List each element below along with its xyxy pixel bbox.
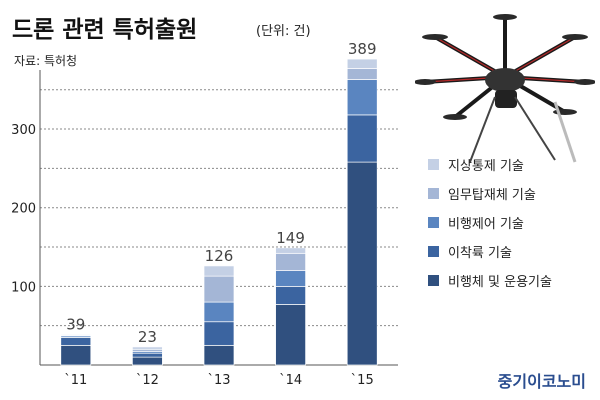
legend-item: 임무탑재체 기술 [428,179,552,208]
legend-label: 비행체 및 운용기술 [448,275,552,290]
x-tick-label: `12 [136,373,159,388]
legend-label: 비행제어 기술 [448,217,524,232]
legend-swatch [428,275,439,286]
legend-swatch [428,246,439,257]
brand-logo: 중기이코노미 [497,372,586,391]
bar-segment [132,346,163,350]
bar-total-label: 126 [205,247,234,265]
bar-segment [346,68,378,80]
bar-segment [346,114,378,163]
bar-total-label: 149 [276,229,305,247]
bar-segment [203,301,235,323]
page-title: 드론 관련 특허출원 [12,17,198,43]
bar-segment [132,356,163,366]
bar-segment [275,247,306,254]
x-tick-label: `15 [351,373,374,388]
y-tick-label: 200 [11,202,36,217]
legend-swatch [428,159,439,170]
bar-segment [203,275,235,303]
bar-segment [275,252,306,271]
x-tick-label: `13 [207,373,230,388]
bar-segment [275,286,306,305]
bar-segment [203,344,235,366]
legend-label: 이착륙 기술 [448,246,512,261]
drone-illustration [415,14,595,163]
legend-label: 임무탑재체 기술 [448,188,536,203]
bar-total-label: 389 [348,40,377,58]
legend-swatch [428,188,439,199]
bar-segment [60,337,92,346]
bar-segment [203,265,235,277]
bar-segment [346,161,378,366]
source-label: 자료: 특허청 [14,54,78,68]
legend-swatch [428,217,439,228]
unit-label: (단위: 건) [256,24,311,39]
bar-segment [203,321,235,346]
bar-total-label: 23 [138,328,157,346]
y-tick-label: 100 [11,280,36,295]
bar-segment [346,58,378,69]
y-tick-label: 300 [11,123,36,138]
bar-segment [275,304,306,366]
bar-total-label: 39 [66,315,85,333]
x-tick-label: `14 [279,373,302,388]
bar-segment [60,344,92,366]
bar-segment [60,333,92,336]
legend-item: 비행체 및 운용기술 [428,266,552,295]
legend-item: 이착륙 기술 [428,237,552,266]
legend-item: 지상통제 기술 [428,150,552,179]
bar-segment [346,79,378,116]
x-tick-label: `11 [64,373,87,388]
legend-label: 지상통제 기술 [448,159,524,174]
legend-item: 비행제어 기술 [428,208,552,237]
bar-segment [132,348,163,352]
bar-segment [132,352,163,358]
bar-segment [275,270,306,287]
